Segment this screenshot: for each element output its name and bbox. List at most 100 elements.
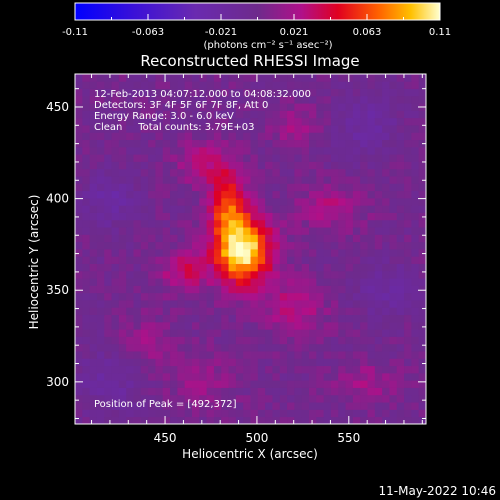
heatmap-cell [272,249,281,257]
heatmap-cell [418,110,427,119]
heatmap-cell [104,88,112,97]
heatmap-cell [148,263,156,272]
heatmap-cell [192,270,200,279]
colorbar-tick-label: -0.11 [62,27,88,38]
heatmap-cell [301,227,310,235]
heatmap-cell [126,168,134,177]
heatmap-cell [140,416,149,425]
heatmap-cell [287,285,295,294]
heatmap-cell [89,168,98,177]
heatmap-cell [316,329,325,337]
heatmap-cell [309,132,317,141]
heatmap-cell [411,139,420,148]
heatmap-cell [75,270,83,279]
heatmap-cell [287,205,295,213]
heatmap-cell [104,103,112,111]
heatmap-cell [316,161,325,170]
heatmap-cell [213,234,222,243]
heatmap-cell [250,329,259,337]
heatmap-cell [228,212,237,221]
heatmap-cell [235,117,244,126]
heatmap-cell [345,227,354,235]
heatmap-cell [155,139,164,148]
heatmap-cell [96,256,105,264]
heatmap-cell [228,125,237,133]
heatmap-cell [257,234,266,243]
heatmap-cell [338,402,346,410]
heatmap-cell [330,285,339,294]
heatmap-cell [389,409,398,418]
heatmap-cell [192,307,200,316]
heatmap-cell [404,278,412,286]
heatmap-cell [148,372,156,381]
heatmap-cell [184,146,193,155]
heatmap-cell [316,139,325,148]
heatmap-cell [75,409,83,418]
heatmap-cell [367,278,376,286]
heatmap-cell [418,117,427,126]
heatmap-cell [75,285,83,294]
heatmap-cell [96,212,105,221]
heatmap-cell [374,351,383,359]
heatmap-cell [111,307,120,316]
heatmap-cell [118,300,127,308]
heatmap-cell [235,336,244,345]
heatmap-cell [221,219,229,228]
heatmap-cell [206,307,215,316]
heatmap-cell [213,416,222,425]
heatmap-cell [279,183,288,192]
heatmap-cell [345,336,354,345]
heatmap-cell [294,176,303,184]
heatmap-cell [89,132,98,141]
heatmap-cell [177,146,186,155]
heatmap-cell [367,219,376,228]
heatmap-cell [184,292,193,301]
heatmap-cell [323,358,332,367]
heatmap-cell [257,380,266,388]
heatmap-cell [177,95,186,104]
heatmap-cell [360,117,368,126]
heatmap-cell [221,270,229,279]
heatmap-cell [82,125,91,133]
heatmap-cell [367,292,376,301]
heatmap-cell [199,161,208,170]
heatmap-cell [418,285,427,294]
heatmap-cell [140,205,149,213]
heatmap-cell [206,380,215,388]
heatmap-cell [279,103,288,111]
heatmap-cell [345,212,354,221]
heatmap-cell [345,176,354,184]
heatmap-cell [352,351,361,359]
heatmap-cell [352,154,361,162]
heatmap-cell [177,387,186,396]
heatmap-cell [338,125,346,133]
heatmap-cell [367,285,376,294]
heatmap-cell [338,329,346,337]
heatmap-cell [162,154,171,162]
heatmap-cell [140,212,149,221]
heatmap-cell [221,212,229,221]
heatmap-cell [265,146,273,155]
heatmap-cell [382,88,390,97]
heatmap-cell [301,402,310,410]
heatmap-cell [221,117,229,126]
heatmap-cell [170,300,178,308]
heatmap-cell [250,380,259,388]
heatmap-cell [287,95,295,104]
heatmap-cell [294,387,303,396]
heatmap-cell [352,387,361,396]
heatmap-cell [126,88,134,97]
heatmap-cell [104,146,112,155]
plot-frame [74,73,427,425]
heatmap-cell [206,351,215,359]
heatmap-cell [272,402,281,410]
heatmap-cell [192,161,200,170]
heatmap-cell [118,351,127,359]
heatmap-cell [140,329,149,337]
heatmap-cell [148,329,156,337]
heatmap-cell [82,380,91,388]
heatmap-cell [374,168,383,177]
heatmap-cell [352,263,361,272]
heatmap-cell [243,351,251,359]
heatmap-cell [213,81,222,89]
